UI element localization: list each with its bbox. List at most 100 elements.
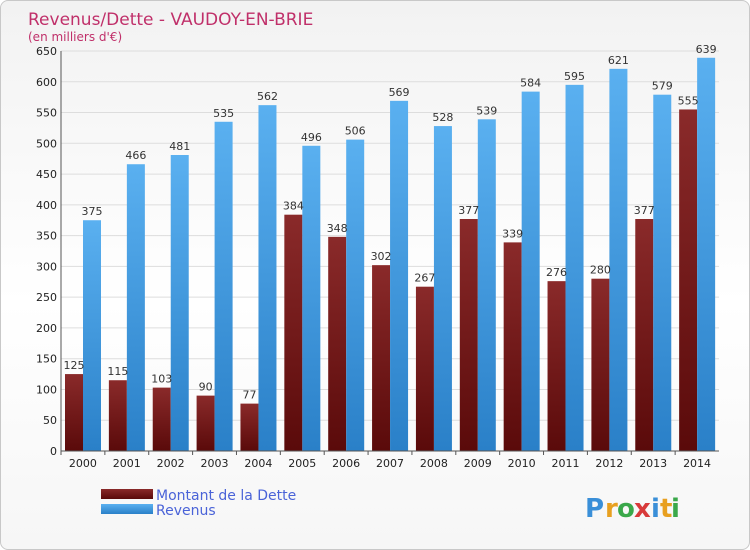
debt-value-label-2006: 348 — [327, 222, 348, 235]
revenue-bar-2006 — [346, 139, 365, 451]
debt-bar-2007 — [372, 265, 391, 451]
revenue-bar-2014 — [697, 57, 716, 452]
x-tick-label-2004: 2004 — [244, 457, 272, 470]
y-tick-label-550: 550 — [36, 107, 57, 120]
y-tick-label-50: 50 — [43, 414, 57, 427]
axis-layer: 0 50 100 150 200 250 300 350 400 450 500 550 600 650 2… — [36, 45, 719, 470]
x-tick-label-2003: 2003 — [201, 457, 229, 470]
legend-swatch-debt — [101, 489, 153, 499]
legend: Montant de la Dette Revenus — [101, 488, 296, 519]
debt-bar-2004 — [240, 403, 259, 451]
debt-value-label-2008: 267 — [414, 272, 435, 285]
chart-subtitle: (en milliers d'€) — [28, 30, 122, 44]
debt-bar-2010 — [503, 242, 522, 451]
brand-letter-0: P — [585, 494, 604, 524]
revenue-bar-2009 — [477, 119, 496, 452]
x-tick-label-2001: 2001 — [113, 457, 141, 470]
revenue-bar-2012 — [609, 68, 628, 451]
x-tick-label-2005: 2005 — [288, 457, 316, 470]
debt-value-label-2009: 377 — [458, 204, 479, 217]
revenue-value-label-2002: 481 — [169, 140, 190, 153]
debt-value-label-2001: 115 — [107, 365, 128, 378]
debt-value-label-2013: 377 — [634, 204, 655, 217]
x-tick-label-2010: 2010 — [508, 457, 536, 470]
revenue-value-label-2001: 466 — [125, 149, 146, 162]
debt-bar-2012 — [591, 278, 610, 451]
brand-letter-3: x — [634, 494, 651, 524]
debt-bar-2001 — [108, 380, 127, 451]
x-tick-label-2002: 2002 — [157, 457, 185, 470]
debt-bar-2006 — [328, 236, 347, 451]
debt-value-label-2007: 302 — [371, 250, 392, 263]
debt-bar-2013 — [635, 219, 654, 451]
y-tick-label-400: 400 — [36, 199, 57, 212]
revenue-bar-2011 — [565, 84, 584, 451]
y-tick-label-300: 300 — [36, 260, 57, 273]
debt-bar-2014 — [679, 109, 698, 451]
x-tick-label-2014: 2014 — [683, 457, 711, 470]
revenue-bar-2001 — [126, 164, 145, 451]
y-tick-label-350: 350 — [36, 230, 57, 243]
y-tick-label-600: 600 — [36, 76, 57, 89]
y-tick-label-200: 200 — [36, 322, 57, 335]
brand-letter-5: t — [660, 494, 672, 524]
x-tick-label-2011: 2011 — [551, 457, 579, 470]
y-tick-label-0: 0 — [50, 445, 57, 458]
debt-value-label-2010: 339 — [502, 227, 523, 240]
brand-letter-1: r — [605, 494, 618, 524]
debt-bar-2000 — [65, 374, 83, 451]
brand-letter-2: o — [617, 494, 635, 524]
x-tick-label-2007: 2007 — [376, 457, 404, 470]
debt-bar-2009 — [459, 219, 478, 451]
brand-letter-4: i — [651, 494, 660, 524]
revenue-value-label-2004: 562 — [257, 90, 278, 103]
revenue-value-label-2014: 639 — [696, 43, 717, 56]
x-tick-label-2006: 2006 — [332, 457, 360, 470]
revenue-value-label-2011: 595 — [564, 70, 585, 83]
debt-value-label-2011: 276 — [546, 266, 567, 279]
debt-value-label-2003: 90 — [199, 381, 213, 394]
revenue-value-label-2009: 539 — [476, 104, 497, 117]
debt-value-label-2005: 384 — [283, 200, 304, 213]
revenue-value-label-2000: 375 — [82, 205, 103, 218]
y-tick-label-500: 500 — [36, 137, 57, 150]
debt-bar-2011 — [547, 281, 566, 451]
revenue-value-label-2003: 535 — [213, 107, 234, 120]
revenue-bar-2010 — [521, 91, 540, 451]
labels-layer: 125 375 115 466 103 481 90 535 77 562 384 496 348 506… — [64, 43, 717, 402]
revenue-value-label-2008: 528 — [432, 111, 453, 124]
x-tick-label-2000: 2000 — [69, 457, 97, 470]
debt-bar-2005 — [284, 214, 303, 451]
revenue-bar-2008 — [433, 126, 452, 452]
debt-value-label-2000: 125 — [64, 359, 85, 372]
debt-value-label-2014: 555 — [678, 94, 699, 107]
chart-title: Revenus/Dette - VAUDOY-EN-BRIE — [28, 10, 313, 30]
x-tick-label-2009: 2009 — [464, 457, 492, 470]
revenue-bar-2004 — [258, 105, 277, 452]
revenue-value-label-2007: 569 — [389, 86, 410, 99]
bars-layer — [65, 57, 716, 452]
y-tick-label-100: 100 — [36, 383, 57, 396]
y-tick-label-150: 150 — [36, 353, 57, 366]
revenue-value-label-2005: 496 — [301, 131, 322, 144]
revenue-bar-2000 — [83, 220, 101, 451]
debt-bar-2003 — [196, 395, 215, 451]
revenue-value-label-2012: 621 — [608, 54, 629, 67]
legend-swatch-revenue — [101, 504, 153, 514]
y-tick-label-650: 650 — [36, 45, 57, 58]
debt-bar-2002 — [152, 387, 171, 451]
revenue-value-label-2006: 506 — [345, 125, 366, 138]
debt-value-label-2004: 77 — [242, 389, 256, 402]
revenue-bar-2002 — [170, 155, 189, 451]
x-tick-label-2013: 2013 — [639, 457, 667, 470]
revenue-value-label-2013: 579 — [652, 80, 673, 93]
debt-value-label-2012: 280 — [590, 264, 611, 277]
brand-letter-6: i — [671, 494, 680, 524]
legend-label-revenue: Revenus — [156, 503, 216, 519]
debt-value-label-2002: 103 — [151, 373, 172, 386]
y-tick-label-450: 450 — [36, 168, 57, 181]
debt-bar-2008 — [415, 286, 434, 451]
